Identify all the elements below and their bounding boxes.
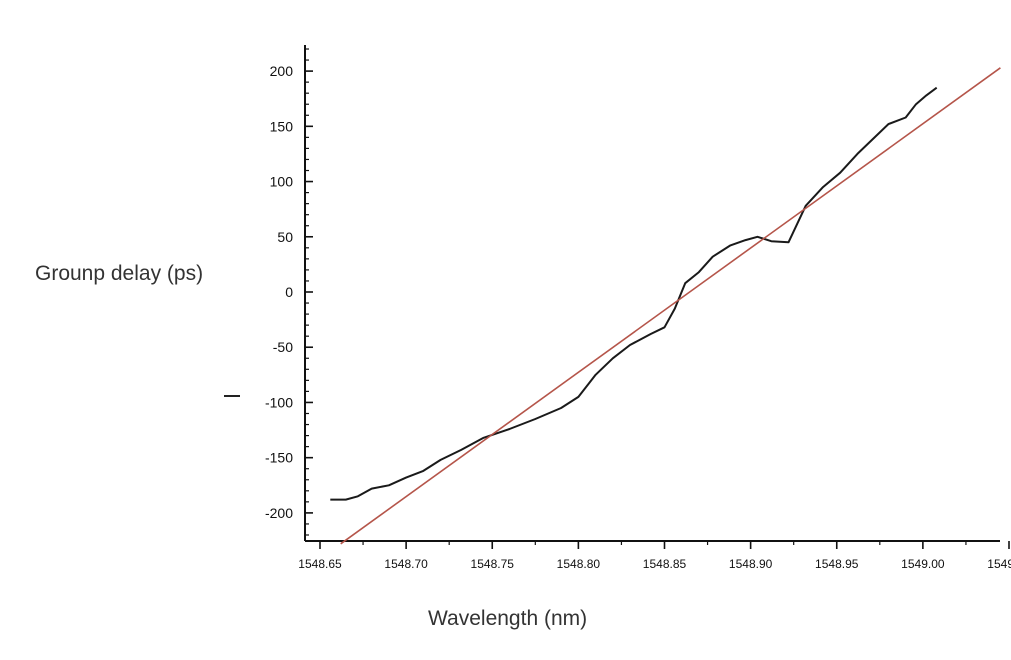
x-tick-label: 1548.75 (471, 557, 515, 571)
x-tick-label: 1549.00 (901, 557, 945, 571)
y-tick-label: -100 (265, 394, 293, 410)
x-tick-label: 1548.85 (643, 557, 687, 571)
x-tick-label: 1548.65 (298, 557, 342, 571)
x-tick-label: 1548.90 (729, 557, 773, 571)
y-tick-label: 100 (270, 174, 294, 190)
y-tick-label: 0 (285, 284, 293, 300)
axes: 200 150 100 50 0 -50 -100 -150 -200 1548.65 1548.7… (265, 45, 1011, 571)
x-tick-label: 1549.05 (987, 557, 1011, 571)
linear-fit-line (340, 67, 1001, 545)
y-axis-label: Grounp delay (ps) (35, 262, 204, 285)
y-tick-label: 200 (270, 63, 294, 79)
series-layer (330, 67, 1001, 545)
x-tick-label: 1548.95 (815, 557, 859, 571)
y-tick-label: -200 (265, 505, 293, 521)
x-axis-label: Wavelength (nm) (428, 607, 588, 630)
y-tick-label: -150 (265, 450, 293, 466)
y-tick-label: 150 (270, 118, 294, 134)
stray-dash-mark (224, 395, 240, 397)
x-tick-label: 1548.80 (557, 557, 601, 571)
x-tick-label: 1548.70 (384, 557, 428, 571)
measured-delay-line (330, 86, 938, 501)
y-tick-label: 50 (277, 229, 293, 245)
y-tick-label: -50 (273, 339, 293, 355)
